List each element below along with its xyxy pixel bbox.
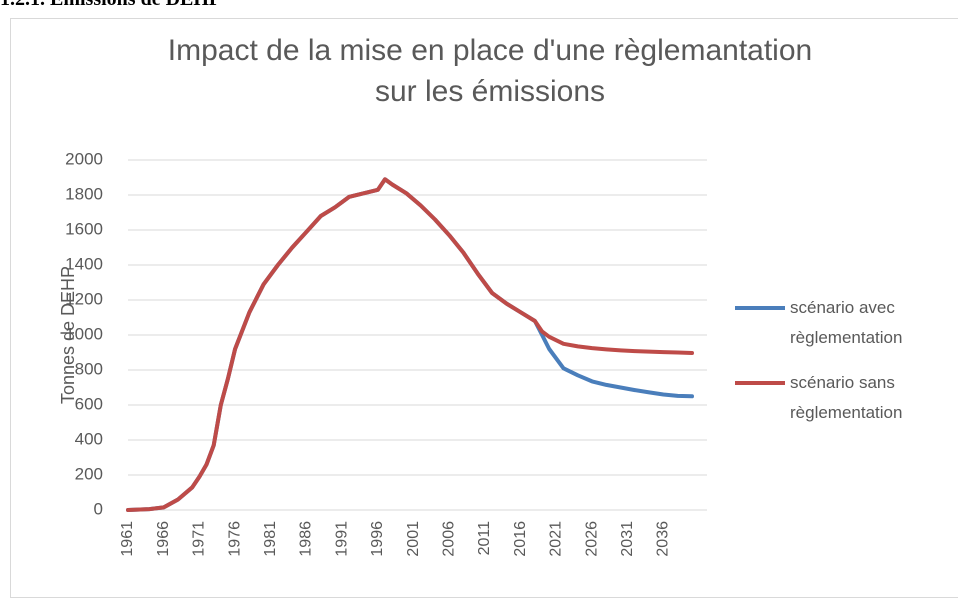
x-tick-label: 1986	[298, 521, 315, 557]
series-line	[126, 177, 694, 512]
y-tick-label: 1800	[65, 184, 103, 203]
x-tick-label: 2011	[476, 521, 493, 556]
x-tick-label: 2006	[440, 521, 457, 557]
y-tick-label: 1200	[65, 289, 103, 308]
x-tick-label: 2001	[405, 521, 422, 557]
legend-label: scénario avec règlementation	[790, 298, 903, 347]
y-tick-label: 800	[75, 359, 103, 378]
y-tick-label: 0	[94, 499, 103, 518]
y-tick-label: 400	[75, 429, 103, 448]
x-tick-label: 1981	[262, 521, 279, 557]
chart-title: Impact de la mise en place d'une règlema…	[168, 34, 812, 108]
x-tick-label: 1971	[191, 521, 208, 557]
legend-label: scénario sans règlementation	[790, 373, 903, 422]
series-line	[126, 177, 694, 512]
y-tick-label: 2000	[65, 149, 103, 168]
y-tick-label: 200	[75, 464, 103, 483]
x-tick-label: 2031	[619, 521, 636, 557]
x-tick-label: 1976	[226, 521, 243, 557]
x-tick-label: 1991	[333, 521, 350, 557]
section-heading: 1.2.1. Emissions de DEHP	[0, 0, 221, 11]
x-tick-label: 1996	[369, 521, 386, 557]
x-tick-label: 2026	[583, 521, 600, 557]
y-tick-label: 600	[75, 394, 103, 413]
y-tick-label: 1400	[65, 254, 103, 273]
y-tick-label: 1600	[65, 219, 103, 238]
y-tick-label: 1000	[65, 324, 103, 343]
x-tick-label: 1961	[119, 521, 136, 557]
x-tick-label: 2036	[655, 521, 672, 557]
x-tick-label: 2016	[512, 521, 529, 557]
chart: Impact de la mise en place d'une règlema…	[58, 34, 812, 557]
x-tick-label: 1966	[155, 521, 172, 557]
x-tick-label: 2021	[548, 521, 565, 557]
y-axis-label: Tonnes de DEHP	[58, 266, 78, 404]
